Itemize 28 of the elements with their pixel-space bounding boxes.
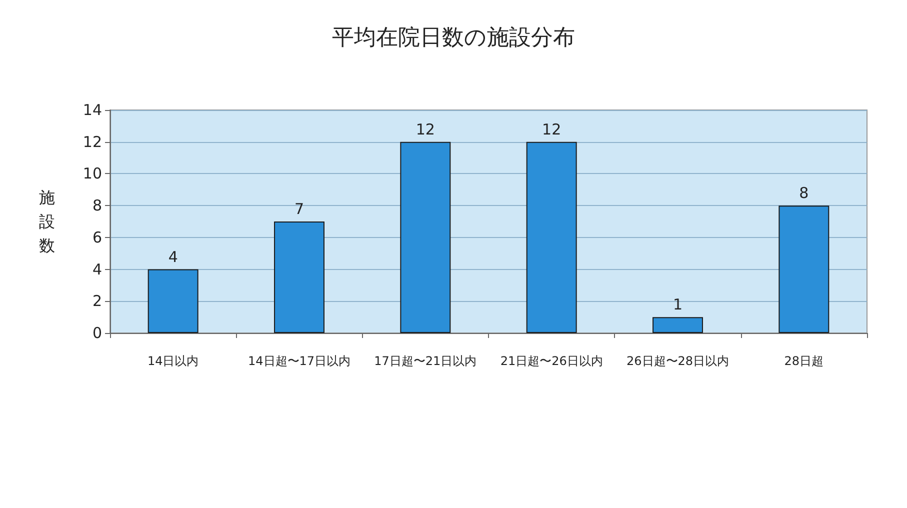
- x-tick-label: 26日超〜28日以内: [626, 354, 730, 368]
- y-tick-label: 4: [92, 260, 102, 278]
- y-tick-label: 8: [92, 196, 102, 215]
- data-label: 12: [542, 120, 562, 138]
- bar: [274, 222, 324, 333]
- bar: [400, 142, 451, 333]
- bar: [148, 269, 198, 333]
- y-tick-label: 14: [82, 101, 102, 119]
- y-tick-label: 6: [92, 228, 102, 246]
- data-label: 7: [294, 200, 304, 218]
- y-tick-label: 12: [82, 132, 102, 151]
- data-label: 1: [672, 296, 683, 314]
- bar: [778, 206, 830, 333]
- x-tick-label: 28日超: [784, 354, 824, 368]
- y-tick-label: 10: [82, 164, 102, 183]
- data-label: 12: [416, 120, 435, 138]
- y-tick-label: 2: [92, 292, 102, 310]
- y-tick-label: 0: [92, 324, 102, 342]
- data-label: 4: [168, 248, 178, 266]
- x-tick-label: 21日超〜26日以内: [500, 354, 603, 368]
- x-tick-label: 17日超〜21日以内: [374, 354, 477, 368]
- bar: [652, 317, 703, 333]
- x-tick-label: 14日超〜17日以内: [248, 354, 351, 368]
- y-axis-title: 施設数: [39, 188, 55, 255]
- data-label: 8: [799, 184, 809, 202]
- chart-title: 平均在院日数の施設分布: [332, 26, 575, 50]
- x-tick-label: 14日以内: [147, 354, 199, 368]
- bar: [526, 142, 577, 333]
